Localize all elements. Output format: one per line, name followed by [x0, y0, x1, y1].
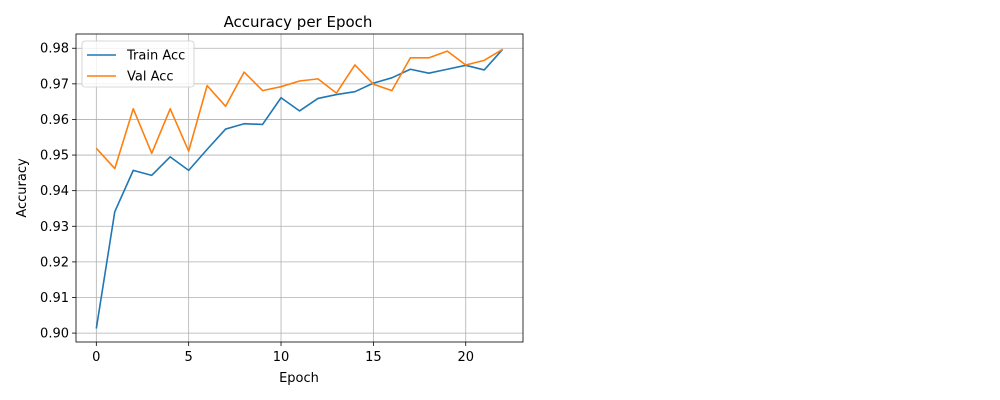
x-tick-label: 0 [92, 350, 100, 365]
y-axis-ticks: 0.90 0.91 0.92 0.93 0.94 0.95 0.96 0.97 0.98 [40, 42, 76, 342]
train-acc-legend-label: Train Acc [126, 49, 185, 64]
legend: Train Acc Val Acc [81, 40, 195, 88]
series-lines [95, 48, 504, 329]
y-tick-label: 0.91 [40, 291, 69, 306]
y-tick-label: 0.93 [40, 220, 69, 235]
train-acc-line [95, 48, 504, 329]
x-tick-label: 15 [365, 350, 382, 365]
y-axis-label: Accuracy [15, 158, 30, 218]
val-acc-legend-label: Val Acc [127, 70, 174, 85]
y-tick-label: 0.96 [40, 113, 69, 128]
x-axis-ticks: 0 5 10 15 20 [92, 342, 474, 365]
x-axis-label: Epoch [279, 371, 319, 386]
chart-title: Accuracy per Epoch [224, 13, 373, 31]
plot-frame [75, 33, 524, 343]
y-tick-label: 0.95 [40, 149, 69, 164]
y-tick-label: 0.98 [40, 42, 69, 57]
x-tick-label: 20 [457, 350, 474, 365]
y-tick-label: 0.97 [40, 77, 69, 92]
y-tick-label: 0.92 [40, 255, 69, 270]
val-acc-line [95, 48, 504, 170]
x-tick-label: 10 [273, 350, 290, 365]
y-tick-label: 0.94 [40, 184, 69, 199]
y-tick-label: 0.90 [40, 327, 69, 342]
grid [76, 34, 523, 342]
x-tick-label: 5 [185, 350, 193, 365]
